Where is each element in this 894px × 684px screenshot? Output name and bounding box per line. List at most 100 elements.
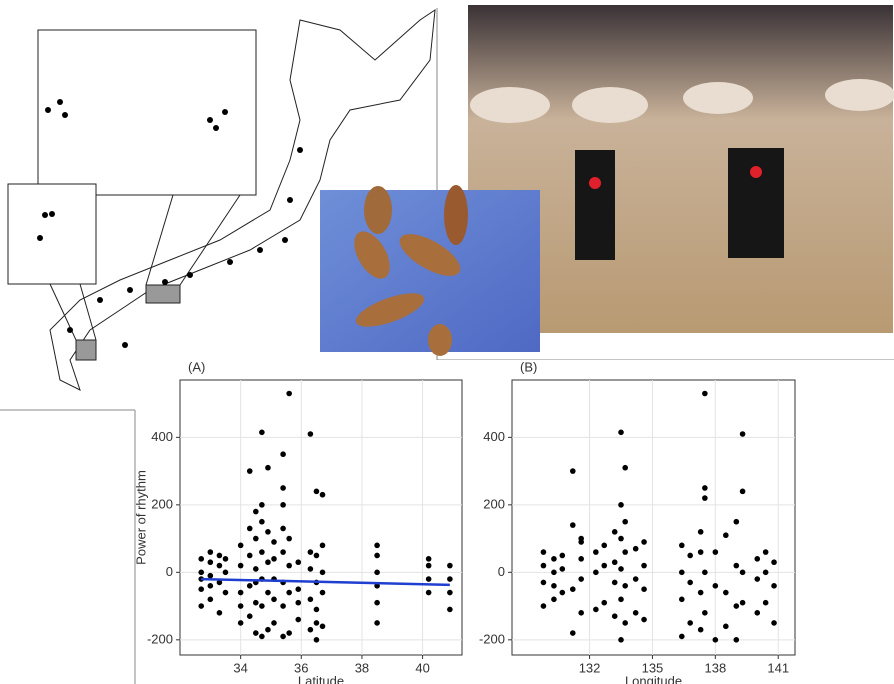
point [713,637,719,643]
point [771,583,777,589]
point [618,597,624,603]
point [702,610,708,616]
point [247,468,253,474]
point [286,630,292,636]
point [247,553,253,559]
y-tick-label: -200 [147,631,173,646]
point [280,603,286,609]
point [578,610,584,616]
point [551,583,557,589]
point [578,539,584,545]
point [570,522,576,528]
point [271,620,277,626]
point [622,620,628,626]
point [426,563,432,569]
point [687,620,693,626]
point [265,529,271,535]
point [618,566,624,572]
panel-label: (B) [520,359,537,374]
point [541,603,547,609]
point [541,580,547,586]
point [198,556,204,562]
point [593,549,599,555]
point [541,549,547,555]
point [723,532,729,538]
point [754,576,760,582]
x-axis-label: Longitude [625,673,682,684]
point [447,576,453,582]
point [447,607,453,613]
point [286,536,292,542]
point [578,576,584,582]
point [223,570,229,576]
point [754,556,760,562]
point [618,637,624,643]
panel-label: (A) [188,359,205,374]
point [280,502,286,508]
point [217,563,223,569]
point [286,563,292,569]
point [702,570,708,576]
point [308,431,314,437]
point [238,543,244,549]
point [641,539,647,545]
point [734,637,740,643]
point [238,603,244,609]
point [633,610,639,616]
point [551,570,557,576]
point [374,600,380,606]
point [308,597,314,603]
point [679,543,685,549]
point [578,556,584,562]
x-axis-label: Latitude [298,673,344,684]
point [560,590,566,596]
point [740,431,746,437]
point [679,634,685,640]
point [198,586,204,592]
point [320,543,326,549]
point [265,465,271,471]
point [238,620,244,626]
point [698,529,704,535]
point [698,590,704,596]
point [447,590,453,596]
point [253,509,259,515]
point [740,600,746,606]
point [551,556,557,562]
point [612,580,618,586]
point [771,620,777,626]
point [447,563,453,569]
point [259,430,265,436]
point [426,556,432,562]
point [641,617,647,623]
point [374,570,380,576]
point [698,549,704,555]
point [314,553,320,559]
point [308,566,314,572]
point [740,570,746,576]
point [740,489,746,495]
point [593,607,599,613]
point [271,556,277,562]
point [763,570,769,576]
point [426,590,432,596]
point [374,543,380,549]
y-tick-label: 400 [483,429,505,444]
y-tick-label: 0 [498,564,505,579]
point [295,586,301,592]
point [259,519,265,525]
point [253,536,259,542]
point [612,613,618,619]
point [679,597,685,603]
point [320,570,326,576]
point [280,526,286,532]
point [560,553,566,559]
point [247,583,253,589]
point [320,624,326,630]
point [687,553,693,559]
point [763,600,769,606]
point [679,570,685,576]
point [320,492,326,498]
point [314,607,320,613]
point [253,630,259,636]
